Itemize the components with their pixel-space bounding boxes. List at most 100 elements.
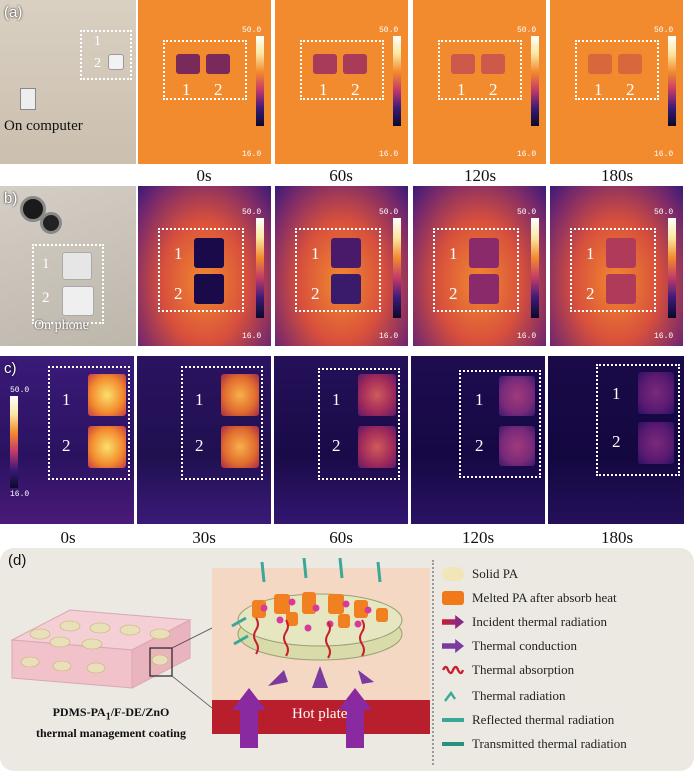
sample-1-label: 1 (42, 256, 50, 272)
time-label-c-2: 60s (329, 528, 353, 547)
scale-min: 16.0 (379, 332, 399, 341)
thermal-b-3: 1 2 50.0 16.0 (413, 186, 546, 346)
conduction-arrow-icon (442, 639, 464, 653)
sample-box (295, 228, 381, 312)
sample-1 (469, 238, 499, 268)
sample-2 (606, 274, 636, 304)
sample-1-label: 1 (332, 390, 341, 409)
sample-2 (343, 54, 367, 74)
legend-label: Reflected thermal radiation (472, 712, 615, 727)
thermal-c-0s: c) 50.0 16.0 1 2 (0, 356, 134, 524)
scale-max: 50.0 (379, 208, 399, 217)
camera-lens-icon (40, 212, 62, 234)
sample-1 (606, 238, 636, 268)
sample-box (438, 40, 522, 100)
color-scale-bar (10, 396, 18, 488)
scale-max: 50.0 (10, 386, 30, 395)
sample-1-label: 1 (182, 80, 191, 99)
thermal-a-0s: 1 2 50.0 16.0 (138, 0, 271, 164)
legend-item-reflected: Reflected thermal radiation (442, 712, 614, 728)
photo-b: b) 1 2 On phone (0, 186, 136, 346)
scale-min: 16.0 (242, 332, 262, 341)
sample-2-label: 2 (195, 436, 204, 455)
sample-2-label: 2 (449, 284, 458, 303)
legend-label: Thermal radiation (472, 688, 566, 703)
sample-1 (313, 54, 337, 74)
sample-1-label: 1 (457, 80, 466, 99)
sample-1-label: 1 (311, 244, 320, 263)
thermal-c-60s: 1 2 (274, 356, 408, 524)
divider (432, 560, 434, 765)
sample-1-label: 1 (449, 244, 458, 263)
color-scale-bar (668, 218, 676, 318)
sample-1 (358, 374, 396, 416)
sample-1 (499, 376, 535, 416)
sample-2 (194, 274, 224, 304)
hot-plate-label: Hot plate (292, 706, 348, 722)
legend-item-transmitted: Transmitted thermal radiation (442, 736, 627, 752)
legend-label: Melted PA after absorb heat (472, 590, 617, 605)
scale-max: 50.0 (517, 208, 537, 217)
sample-2-label: 2 (42, 290, 50, 306)
color-scale-bar (256, 218, 264, 318)
sample-box (570, 228, 656, 312)
sample-box (459, 370, 541, 478)
legend-item-conduction: Thermal conduction (442, 638, 577, 654)
legend-item-radiation: Thermal radiation (442, 688, 566, 704)
thermal-a-60s: 1 2 50.0 16.0 (275, 0, 408, 164)
legend-item-melted-pa: Melted PA after absorb heat (442, 590, 617, 606)
sample-1 (638, 372, 674, 414)
legend-label: Thermal absorption (472, 662, 575, 677)
legend-item-incident: Incident thermal radiation (442, 614, 607, 630)
camera-lens-icon (20, 196, 46, 222)
time-label-c-4: 180s (600, 528, 634, 547)
sample-2 (331, 274, 361, 304)
time-label-c-0: 0s (60, 528, 76, 547)
scale-max: 50.0 (379, 26, 399, 35)
legend-label: Transmitted thermal radiation (472, 736, 627, 751)
sample-1 (176, 54, 200, 74)
sample-1 (221, 374, 259, 416)
panel-label-d: (d) (8, 552, 27, 569)
legend-label: Incident thermal radiation (472, 614, 608, 629)
thermal-b-2: 1 2 50.0 16.0 (275, 186, 408, 346)
scale-min: 16.0 (517, 150, 537, 159)
sample-1-label: 1 (612, 384, 621, 403)
sample-2-label: 2 (475, 436, 484, 455)
sample-box (318, 368, 400, 480)
sample-box (300, 40, 384, 100)
legend-label: Thermal conduction (472, 638, 578, 653)
sample-box (48, 366, 130, 480)
legend-label: Solid PA (472, 566, 519, 581)
time-label-a-1: 60s (329, 166, 353, 185)
scale-min: 16.0 (10, 490, 30, 499)
scale-min: 16.0 (242, 150, 262, 159)
sample-box (433, 228, 519, 312)
sample-1 (451, 54, 475, 74)
scale-min: 16.0 (654, 332, 674, 341)
thermal-b-4: 1 2 50.0 16.0 (550, 186, 683, 346)
time-label-c-3: 120s (461, 528, 495, 547)
incident-arrow-icon (442, 615, 464, 629)
coating-name: PDMS-PA (52, 705, 106, 719)
sample-2-label: 2 (586, 284, 595, 303)
thermal-c-120s: 1 2 (411, 356, 545, 524)
coating-description: thermal management coating (36, 726, 186, 741)
sample-2-label: 2 (626, 80, 635, 99)
sample-film (108, 54, 124, 70)
color-scale-bar (531, 218, 539, 318)
scale-max: 50.0 (654, 26, 674, 35)
sample-film-2 (62, 286, 94, 316)
sample-box (158, 228, 244, 312)
sample-2 (221, 426, 259, 468)
time-label-a-0: 0s (196, 166, 212, 185)
sample-box (32, 244, 104, 324)
thermal-a-180s: 1 2 50.0 16.0 (550, 0, 683, 164)
melted-pa-icon (442, 591, 464, 605)
scale-max: 50.0 (242, 26, 262, 35)
panel-label-c: c) (4, 360, 17, 377)
coating-subscript: 1 (105, 711, 111, 723)
transmitted-line-icon (442, 742, 464, 746)
sample-2-label: 2 (489, 80, 498, 99)
coating-caption: PDMS-PA1/F-DE/ZnO thermal management coa… (6, 704, 216, 742)
